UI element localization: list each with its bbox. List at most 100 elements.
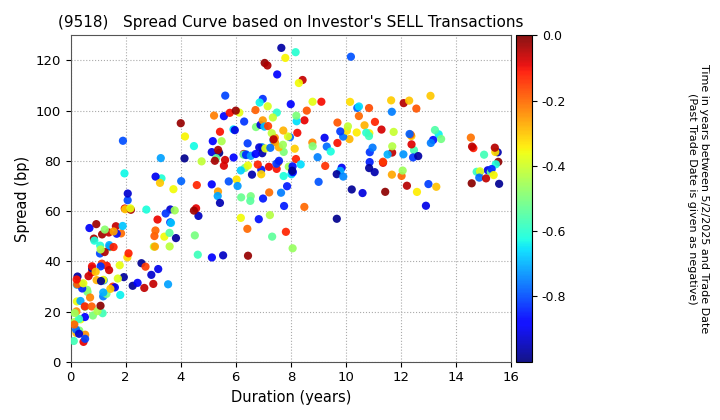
Point: [431, 184, 442, 190]
Point: [103, 229, 114, 236]
Point: [364, 165, 375, 171]
Point: [465, 134, 477, 141]
Point: [278, 149, 289, 155]
Point: [297, 76, 308, 83]
Point: [83, 273, 94, 280]
Point: [150, 173, 161, 180]
Point: [168, 186, 179, 192]
Point: [258, 123, 270, 130]
Point: [220, 157, 231, 163]
Point: [387, 143, 398, 150]
Point: [423, 181, 434, 187]
Point: [428, 136, 439, 143]
Point: [238, 118, 250, 125]
Point: [420, 202, 432, 209]
Point: [313, 178, 325, 185]
Point: [104, 243, 116, 250]
Point: [206, 149, 217, 155]
Point: [363, 133, 374, 139]
Point: [256, 166, 267, 173]
Point: [320, 163, 331, 169]
Point: [279, 202, 290, 209]
Point: [345, 53, 356, 60]
Point: [218, 113, 230, 120]
Point: [325, 148, 336, 155]
Point: [351, 129, 362, 136]
Point: [96, 260, 107, 267]
Point: [269, 139, 281, 146]
Point: [206, 254, 217, 261]
Point: [254, 99, 266, 106]
Point: [235, 194, 247, 201]
Point: [79, 336, 91, 342]
Point: [212, 188, 224, 195]
Point: [239, 165, 251, 171]
Point: [282, 183, 293, 189]
Point: [335, 128, 346, 135]
Point: [301, 107, 312, 114]
Point: [492, 149, 503, 156]
Point: [252, 161, 264, 168]
Point: [295, 161, 307, 168]
Point: [480, 175, 492, 182]
Point: [269, 134, 281, 141]
Point: [471, 168, 482, 175]
Point: [307, 143, 318, 150]
Point: [405, 133, 417, 139]
Point: [216, 138, 228, 144]
Point: [257, 96, 269, 102]
Point: [387, 149, 398, 156]
Point: [338, 173, 349, 180]
Point: [433, 131, 444, 138]
Point: [292, 129, 303, 136]
Title: (9518)   Spread Curve based on Investor's SELL Transactions: (9518) Spread Curve based on Investor's …: [58, 15, 523, 30]
Point: [398, 100, 410, 107]
Point: [164, 219, 176, 226]
Point: [250, 107, 261, 113]
Point: [286, 171, 297, 178]
Point: [489, 144, 500, 151]
Point: [235, 167, 246, 174]
Point: [125, 205, 136, 212]
Point: [84, 225, 95, 231]
Point: [140, 206, 152, 213]
Point: [261, 62, 273, 69]
Point: [97, 310, 109, 317]
Point: [287, 245, 298, 252]
Point: [353, 113, 364, 119]
Point: [307, 139, 318, 146]
Point: [99, 226, 111, 233]
Point: [73, 315, 85, 322]
Point: [95, 263, 107, 270]
Point: [245, 193, 256, 199]
Point: [73, 327, 85, 334]
Point: [125, 207, 137, 213]
Point: [275, 189, 287, 196]
Point: [149, 233, 161, 239]
Point: [425, 92, 436, 99]
Point: [490, 149, 501, 155]
Point: [97, 289, 109, 296]
Point: [268, 137, 279, 144]
Point: [122, 197, 133, 204]
Point: [213, 150, 225, 156]
Point: [376, 126, 387, 133]
Point: [164, 243, 176, 250]
Point: [224, 110, 235, 116]
Point: [283, 163, 294, 170]
Point: [71, 298, 83, 305]
Point: [153, 266, 164, 273]
Point: [290, 49, 302, 55]
Point: [478, 151, 490, 158]
Point: [108, 228, 120, 235]
Point: [315, 98, 327, 105]
Point: [71, 281, 83, 288]
Point: [278, 173, 289, 179]
Point: [165, 206, 176, 213]
Point: [260, 145, 271, 152]
Point: [268, 136, 279, 143]
Point: [403, 97, 415, 104]
Point: [238, 151, 250, 158]
Point: [86, 303, 97, 310]
Point: [114, 262, 125, 269]
